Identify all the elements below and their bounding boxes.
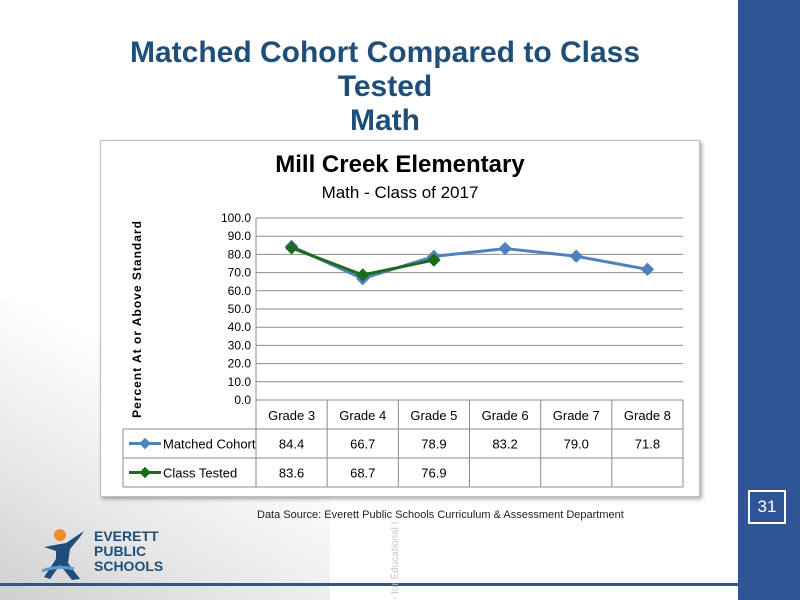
y-tick-label: 100.0 (221, 211, 251, 225)
legend-key-marker (139, 437, 151, 450)
slide-title-line-1: Matched Cohort Compared to Class (129, 36, 641, 69)
table-cell-value: 79.0 (564, 437, 589, 452)
y-tick-label: 10.0 (228, 375, 252, 389)
watermark-text: - for Educational I (390, 521, 401, 600)
table-cell-value: 66.7 (350, 437, 375, 452)
slide-title-line-2: Tested (337, 70, 433, 103)
y-tick-label: 90.0 (228, 229, 252, 243)
y-tick-label: 20.0 (228, 357, 252, 371)
table-cell-value: 78.9 (421, 437, 446, 452)
y-tick-label: 50.0 (228, 302, 252, 316)
chart-subtitle: Math - Class of 2017 (321, 183, 479, 202)
slide-number: 31 (748, 490, 786, 524)
legend-label: Matched Cohort (163, 437, 256, 452)
y-tick-label: 80.0 (228, 247, 252, 261)
table-cell-value: 84.4 (279, 437, 304, 452)
y-tick-label: 30.0 (228, 338, 252, 352)
data-point (498, 241, 512, 256)
data-point (284, 241, 299, 255)
everett-public-schools-logo: EVERETT PUBLIC SCHOOLS (40, 525, 176, 582)
logo-line-2: PUBLIC (94, 543, 147, 559)
x-tick-label: Grade 8 (624, 408, 671, 423)
slide-title-line-3: Math (350, 104, 420, 137)
legend-label: Class Tested (163, 466, 237, 481)
chart-title: Mill Creek Elementary (275, 151, 525, 178)
data-point (427, 253, 441, 267)
data-point (640, 262, 655, 277)
table-cell-value: 83.2 (492, 437, 517, 452)
data-point (356, 268, 370, 282)
table-cell-value: 68.7 (350, 466, 375, 481)
x-tick-label: Grade 6 (482, 408, 529, 423)
x-tick-label: Grade 7 (553, 408, 600, 423)
bottom-rule (0, 583, 738, 586)
y-tick-label: 70.0 (228, 266, 252, 280)
y-tick-label: 40.0 (228, 320, 252, 334)
x-tick-label: Grade 5 (410, 408, 457, 423)
y-tick-label: 60.0 (228, 284, 252, 298)
logo-figure-icon (41, 529, 84, 580)
y-tick-label: 0.0 (234, 393, 251, 407)
data-source-note: Data Source: Everett Public Schools Curr… (257, 509, 624, 521)
x-tick-label: Grade 3 (268, 408, 315, 423)
line-chart: 0.0 10.0 20.0 30.0 40.0 50.0 60.0 70.0 80.0 90.0 1… (122, 211, 684, 488)
slide-title: Matched Cohort Compared to Class Tested … (70, 36, 700, 144)
legend-key-marker (139, 466, 151, 479)
series-line (290, 245, 648, 281)
table-cell-value: 76.9 (421, 466, 446, 481)
data-point (569, 249, 583, 263)
logo-wordmark: EVERETT PUBLIC SCHOOLS (94, 529, 163, 574)
chart-frame: Mill Creek Elementary Math - Class of 20… (100, 140, 700, 497)
table-cell-value: 83.6 (279, 466, 304, 481)
table-cell-value: 71.8 (635, 437, 660, 452)
x-tick-label: Grade 4 (339, 408, 386, 423)
logo-line-3: SCHOOLS (94, 558, 164, 574)
logo-line-1: EVERETT (94, 528, 159, 544)
